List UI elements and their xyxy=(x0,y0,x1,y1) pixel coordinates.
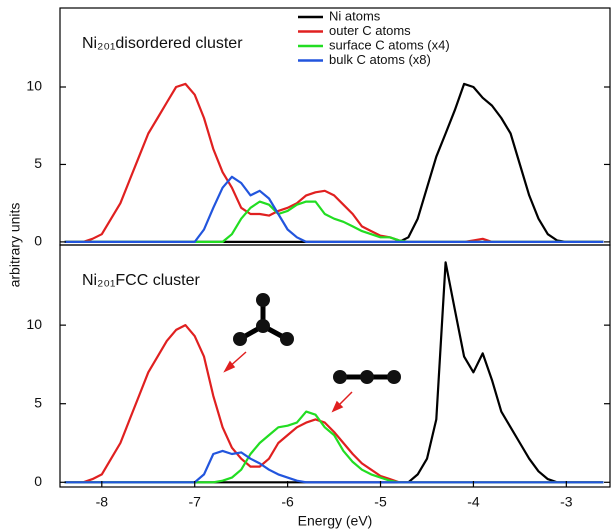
y-tick-label: 0 xyxy=(34,233,42,249)
y-tick-label: 5 xyxy=(34,394,42,410)
legend-label: outer C atoms xyxy=(329,23,411,38)
plot-frame xyxy=(59,244,611,488)
x-tick-label: -5 xyxy=(374,494,387,510)
x-tick-label: -3 xyxy=(560,494,573,510)
legend-label: bulk C atoms (x8) xyxy=(329,52,431,67)
series-line xyxy=(64,449,604,484)
legend-label: surface C atoms (x4) xyxy=(329,37,450,52)
panel-title: Ni₂₀₁disordered cluster xyxy=(82,35,243,52)
panel-title: Ni₂₀₁FCC cluster xyxy=(82,272,200,289)
y-axis-label: arbitrary units xyxy=(7,203,23,288)
y-tick-label: 0 xyxy=(34,473,42,489)
x-tick-label: -4 xyxy=(467,494,480,510)
molecule-icons xyxy=(223,293,401,413)
y-tick-label: 5 xyxy=(34,155,42,171)
series-line xyxy=(64,324,604,484)
x-axis-label: Energy (eV) xyxy=(298,513,373,529)
y-tick-label: 10 xyxy=(26,316,42,332)
series-line xyxy=(64,200,604,243)
x-tick-label: -7 xyxy=(188,494,201,510)
series-line xyxy=(64,175,604,243)
x-tick-label: -6 xyxy=(281,494,294,510)
x-tick-label: -8 xyxy=(96,494,109,510)
legend-label: Ni atoms xyxy=(329,8,381,23)
series-line xyxy=(64,261,604,484)
y-tick-label: 10 xyxy=(26,78,42,94)
plots: 0 5 10 Ni₂₀₁disordered cluster arbitrary uni… xyxy=(7,7,611,529)
